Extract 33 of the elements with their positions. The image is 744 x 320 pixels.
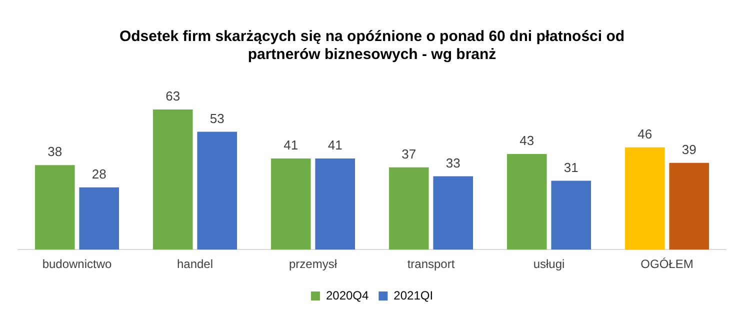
data-label: 53 (210, 110, 224, 126)
bar (197, 132, 238, 250)
bar (624, 147, 665, 250)
bar (79, 187, 120, 250)
bar (388, 167, 429, 250)
x-tick-label: transport (407, 257, 456, 272)
data-label: 37 (402, 146, 416, 162)
x-tick-label: OGÓŁEM (640, 257, 694, 272)
bar (506, 154, 547, 250)
bar (669, 162, 710, 250)
data-label: 33 (446, 155, 460, 170)
data-label: 28 (92, 166, 106, 182)
x-tick-label: budownictwo (42, 257, 112, 272)
data-label: 31 (564, 160, 578, 175)
bar (433, 176, 474, 250)
data-label: 41 (328, 138, 342, 153)
data-label: 46 (638, 126, 652, 142)
bar (551, 180, 592, 250)
legend-label: 2020Q4 (326, 288, 369, 302)
data-label: 38 (48, 144, 62, 160)
x-tick-label: handel (176, 257, 214, 272)
data-label: 43 (520, 133, 534, 148)
bar (152, 110, 193, 250)
bar (34, 165, 75, 250)
legend-label: 2021QI (394, 288, 434, 302)
data-label: 63 (166, 88, 180, 104)
bar (315, 158, 356, 250)
data-label: 41 (284, 138, 298, 153)
bar (270, 158, 311, 250)
x-tick-label: usługi (533, 257, 565, 272)
chart-title: Odsetek firm skarżących się na opóźnione o ponad 60 dni płatności od partnerów biznesowych - wg branż (119, 28, 625, 64)
data-label: 39 (682, 142, 696, 157)
x-tick-label: przemysł (288, 257, 338, 272)
